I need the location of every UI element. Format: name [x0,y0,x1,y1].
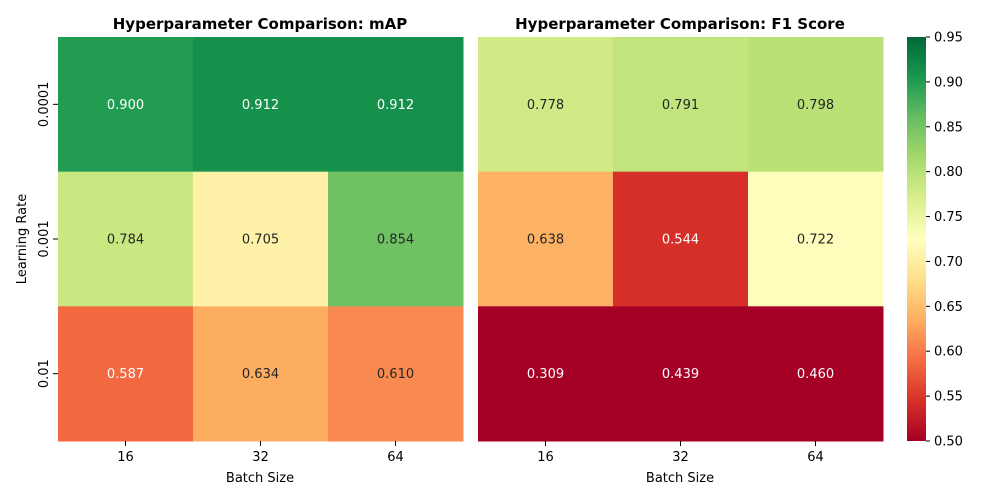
f1-x-tick-label: 32 [672,450,689,465]
map-cell-r1-c0 [58,171,194,307]
map-x-tick-label: 32 [252,450,269,465]
colorbar: 0.50 0.55 0.60 0.65 0.70 0.75 0.80 0.85 0.90 0.95 [907,31,963,450]
map-cell-label: 0.705 [242,233,279,248]
panel-f1-score: Hyperparameter Comparison: F1 Score 0.77… [478,15,884,486]
f1-cell-label: 0.544 [662,233,699,248]
map-cell-r1-c2 [328,171,464,307]
colorbar-tick-label: 0.60 [934,345,963,360]
f1-cell-label: 0.460 [797,367,834,382]
f1-cell-r0-c2 [748,37,884,173]
map-cell-r1-c1 [193,171,329,307]
colorbar-tick-label: 0.50 [934,435,963,450]
map-cell-label: 0.610 [377,367,414,382]
f1-cell-r2-c0 [478,306,614,442]
colorbar-tick-label: 0.65 [934,300,963,315]
colorbar-tick-label: 0.55 [934,390,963,405]
f1-cell-r1-c0 [478,171,614,307]
f1-cell-r0-c0 [478,37,614,173]
map-cell-label: 0.912 [377,98,414,113]
colorbar-tick-label: 0.80 [934,165,963,180]
map-cell-r0-c0 [58,37,194,173]
map-y-axis-label: Learning Rate [15,194,30,284]
colorbar-tick-label: 0.90 [934,75,963,90]
map-x-tick-label: 64 [387,450,404,465]
map-cell-label: 0.900 [107,98,144,113]
f1-cell-label: 0.798 [797,98,834,113]
map-cell-label: 0.634 [242,367,279,382]
map-cell-r2-c0 [58,306,194,442]
map-heatmap-cells: 0.900 0.912 0.912 0.784 0.705 0.854 0.587 0.634… [37,37,464,465]
f1-cell-label: 0.722 [797,233,834,248]
colorbar-ticks: 0.50 0.55 0.60 0.65 0.70 0.75 0.80 0.85 0.90 0.95 [926,31,963,450]
map-cell-label: 0.587 [107,367,144,382]
f1-cell-r2-c1 [613,306,749,442]
map-cell-r0-c1 [193,37,329,173]
f1-cell-label: 0.778 [527,98,564,113]
f1-cell-r1-c1 [613,171,749,307]
f1-title: Hyperparameter Comparison: F1 Score [515,15,845,33]
map-cell-r0-c2 [328,37,464,173]
f1-cell-r0-c1 [613,37,749,173]
f1-cell-label: 0.439 [662,367,699,382]
map-cell-label: 0.912 [242,98,279,113]
map-cell-r2-c1 [193,306,329,442]
map-x-axis-label: Batch Size [226,471,294,486]
colorbar-tick-label: 0.70 [934,255,963,270]
map-cell-label: 0.784 [107,233,144,248]
colorbar-tick-label: 0.95 [934,31,963,46]
map-cell-label: 0.854 [377,233,414,248]
colorbar-tick-label: 0.85 [934,120,963,135]
map-y-tick-label: 0.001 [37,220,52,257]
map-x-tick-label: 16 [117,450,134,465]
f1-cell-label: 0.638 [527,233,564,248]
f1-cell-r1-c2 [748,171,884,307]
f1-cell-r2-c2 [748,306,884,442]
colorbar-gradient [907,37,926,441]
map-y-tick-label: 0.01 [37,359,52,388]
f1-x-axis-label: Batch Size [646,471,714,486]
map-title: Hyperparameter Comparison: mAP [113,15,408,33]
f1-x-tick-label: 16 [537,450,554,465]
map-y-tick-label: 0.0001 [37,82,52,128]
map-cell-r2-c2 [328,306,464,442]
panel-map: Hyperparameter Comparison: mAP 0.900 0.91… [15,15,464,486]
colorbar-tick-label: 0.75 [934,210,963,225]
f1-x-tick-label: 64 [807,450,824,465]
f1-cell-label: 0.309 [527,367,564,382]
f1-cell-label: 0.791 [662,98,699,113]
f1-heatmap-cells: 0.778 0.791 0.798 0.638 0.544 0.722 0.309 0.439… [478,37,884,465]
